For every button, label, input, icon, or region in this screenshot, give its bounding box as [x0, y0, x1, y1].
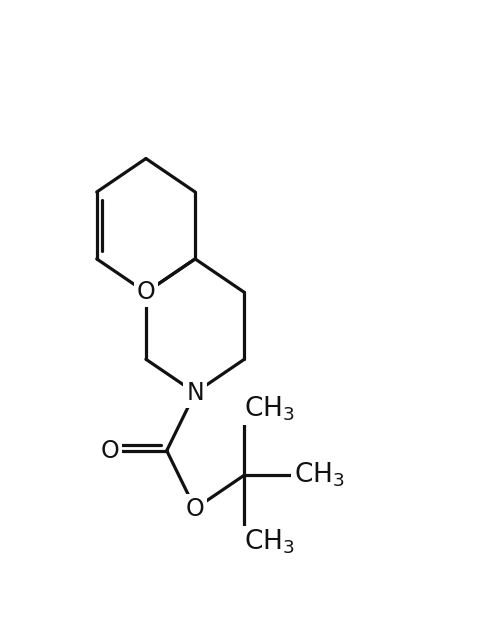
- Text: O: O: [101, 438, 119, 463]
- Text: O: O: [186, 497, 205, 520]
- Text: CH$_3$: CH$_3$: [293, 461, 344, 490]
- Text: CH$_3$: CH$_3$: [245, 394, 295, 422]
- Text: O: O: [136, 280, 155, 305]
- Text: N: N: [186, 381, 204, 404]
- Text: CH$_3$: CH$_3$: [245, 528, 295, 556]
